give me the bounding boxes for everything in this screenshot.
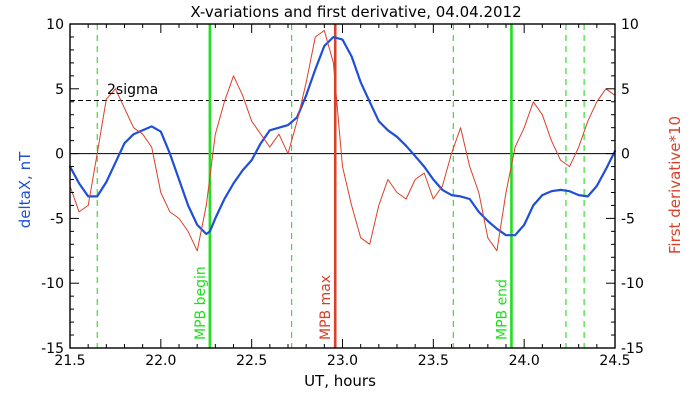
chart-title: X-variations and first derivative, 04.04… [190, 3, 521, 21]
x-tick-label: 23.5 [418, 353, 449, 369]
x-tick-label: 22.0 [145, 353, 176, 369]
x-axis-label: UT, hours [304, 372, 376, 390]
y-right-tick-label: -10 [621, 276, 644, 292]
x-tick-label: 22.5 [236, 353, 267, 369]
x-tick-label: 24.0 [509, 353, 540, 369]
y-left-tick-label: 0 [55, 147, 64, 163]
y-right-tick-label: 5 [621, 82, 630, 98]
y-right-tick-label: -15 [621, 341, 644, 357]
derivative-series-line [69, 30, 616, 252]
y-right-tick-label: 0 [621, 147, 630, 163]
mpb-begin-label: MPB begin [193, 266, 209, 340]
mpb-max-label: MPB max [318, 275, 334, 340]
y-left-tick-label: -5 [50, 211, 64, 227]
x-tick-label: 23.0 [327, 353, 358, 369]
y-left-tick-label: -10 [41, 276, 64, 292]
y-right-tick-label: 10 [621, 17, 639, 33]
threshold-label: 2sigma [107, 82, 158, 98]
y-left-tick-label: -15 [41, 341, 64, 357]
mpb-end-label: MPB end [494, 279, 510, 340]
y-left-tick-label: 10 [46, 17, 64, 33]
y-axis-label-left: deltaX, nT [16, 151, 34, 228]
y-right-tick-label: -5 [621, 211, 635, 227]
x-tick-label: 24.5 [599, 353, 630, 369]
x-tick-label: 21.5 [54, 353, 85, 369]
y-left-tick-label: 5 [55, 82, 64, 98]
deltax-series-line [68, 35, 617, 237]
y-axis-label-right: First derivative*10 [666, 116, 684, 254]
